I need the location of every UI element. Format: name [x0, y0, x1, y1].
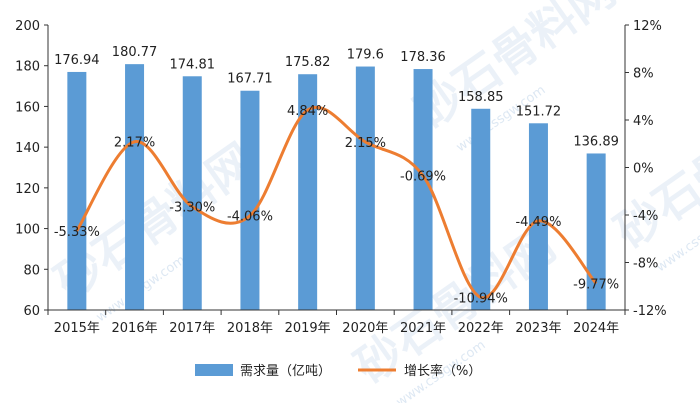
growth-rate-label: -3.30%	[169, 201, 215, 216]
bar-value-label: 178.36	[400, 50, 446, 65]
bar-2016年	[125, 64, 145, 310]
bar-2019年	[298, 74, 318, 310]
y-right-tick-label: 4%	[633, 114, 654, 129]
bar-value-label: 136.89	[573, 134, 619, 149]
legend-bar-swatch	[195, 364, 233, 376]
bar-value-label: 167.71	[227, 72, 273, 87]
legend: 需求量（亿吨） 增长率（%）	[195, 363, 481, 379]
bar-2022年	[471, 108, 491, 310]
y-left-tick-label: 100	[15, 223, 40, 238]
x-tick-label: 2018年	[227, 321, 273, 336]
y-right-tick-label: -12%	[633, 304, 667, 319]
growth-rate-label: -4.49%	[515, 215, 561, 230]
y-left-tick-label: 120	[15, 182, 40, 197]
bar-value-label: 151.72	[516, 104, 562, 119]
x-tick-label: 2015年	[54, 321, 100, 336]
x-tick-label: 2019年	[285, 321, 331, 336]
bar-value-label: 179.6	[347, 48, 384, 63]
growth-rate-label: -0.69%	[400, 170, 446, 185]
x-tick-label: 2022年	[458, 321, 504, 336]
bar-2021年	[413, 69, 433, 310]
bar-2017年	[182, 76, 202, 311]
y-left-tick-label: 180	[15, 60, 40, 75]
bar-value-label: 158.85	[458, 90, 504, 105]
bar-value-label: 176.94	[54, 53, 100, 68]
x-tick-label: 2016年	[112, 321, 158, 336]
bar-value-label: 180.77	[112, 45, 158, 60]
axes: 60 80 100 120 140 160 180 200 -12% -8% -4% 0% 4% 8% 12…	[15, 19, 666, 336]
growth-rate-label: 2.17%	[114, 136, 155, 151]
legend-bar-label: 需求量（亿吨）	[240, 364, 331, 379]
x-tick-label: 2020年	[342, 321, 388, 336]
growth-rate-label: 4.84%	[287, 104, 328, 119]
bar-series	[67, 64, 606, 311]
y-left-tick-label: 200	[15, 19, 40, 34]
x-tick-label: 2024年	[573, 321, 619, 336]
y-right-tick-label: 8%	[633, 67, 654, 82]
bar-2015年	[67, 71, 87, 310]
x-tick-label: 2021年	[400, 321, 446, 336]
bar-2024年	[586, 153, 606, 310]
y-left-tick-label: 160	[15, 100, 40, 115]
growth-rate-label: -10.94%	[454, 291, 508, 306]
data-labels: 176.94 180.77 174.81 167.71 175.82 179.6 178.3…	[54, 45, 619, 306]
bar-value-label: 175.82	[285, 55, 331, 70]
x-tick-label: 2023年	[515, 321, 561, 336]
bar-value-label: 174.81	[170, 57, 216, 72]
bar-2018年	[240, 90, 260, 310]
line-series	[75, 106, 598, 300]
bar-2023年	[528, 123, 548, 310]
growth-rate-label: -9.77%	[573, 278, 619, 293]
y-left-tick-label: 140	[15, 141, 40, 156]
y-right-tick-label: 0%	[633, 162, 654, 177]
growth-rate-label: 2.15%	[345, 136, 386, 151]
growth-rate-label: -5.33%	[54, 225, 100, 240]
x-tick-label: 2017年	[169, 321, 215, 336]
y-left-tick-label: 80	[23, 263, 40, 278]
y-right-tick-label: 12%	[633, 19, 662, 34]
y-right-tick-label: -4%	[633, 209, 658, 224]
y-right-tick-label: -8%	[633, 257, 658, 272]
legend-line-label: 增长率（%）	[404, 363, 481, 379]
bar-2020年	[355, 66, 375, 311]
growth-rate-label: -4.06%	[227, 210, 273, 225]
growth-rate-line	[75, 106, 598, 300]
y-left-tick-label: 60	[23, 304, 40, 319]
